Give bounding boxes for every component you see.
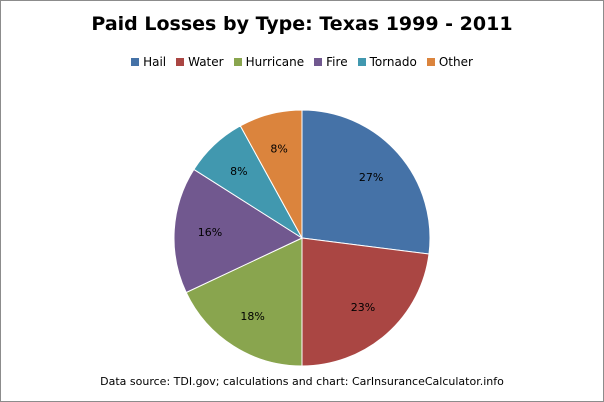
legend-label-other: Other: [438, 55, 473, 69]
legend-swatch-other: [426, 58, 435, 66]
legend: Hail Water Hurricane Fire Tornado Other: [1, 55, 603, 69]
legend-swatch-fire: [314, 58, 323, 66]
chart-title: Paid Losses by Type: Texas 1999 - 2011: [91, 13, 513, 35]
legend-item-other: Other: [426, 55, 473, 69]
pie-label-hurricane: 18%: [240, 310, 264, 323]
legend-swatch-water: [176, 58, 185, 66]
data-source-note: Data source: TDI.gov; calculations and c…: [100, 375, 504, 388]
pie-label-fire: 16%: [198, 226, 222, 239]
pie-slice-other: [239, 109, 303, 239]
pie-slice-hail: [301, 109, 431, 255]
legend-swatch-tornado: [357, 58, 366, 66]
legend-item-hurricane: Hurricane: [233, 55, 305, 69]
legend-item-water: Water: [176, 55, 224, 69]
pie-label-water: 23%: [351, 301, 375, 314]
legend-swatch-hail: [131, 58, 140, 66]
legend-label-fire: Fire: [326, 55, 348, 69]
pie-label-other: 8%: [270, 143, 287, 156]
pie-slice-hurricane: [185, 237, 303, 367]
legend-item-hail: Hail: [131, 55, 166, 69]
legend-label-tornado: Tornado: [369, 55, 417, 69]
legend-item-tornado: Tornado: [357, 55, 417, 69]
legend-label-hail: Hail: [143, 55, 167, 69]
legend-label-hurricane: Hurricane: [245, 55, 305, 69]
legend-label-water: Water: [188, 55, 224, 69]
pie-slice-water: [301, 237, 430, 367]
legend-swatch-hurricane: [233, 58, 242, 66]
pie-label-tornado: 8%: [230, 165, 247, 178]
pie-label-hail: 27%: [359, 171, 383, 184]
pie-slice-fire: [173, 168, 304, 294]
legend-item-fire: Fire: [314, 55, 348, 69]
